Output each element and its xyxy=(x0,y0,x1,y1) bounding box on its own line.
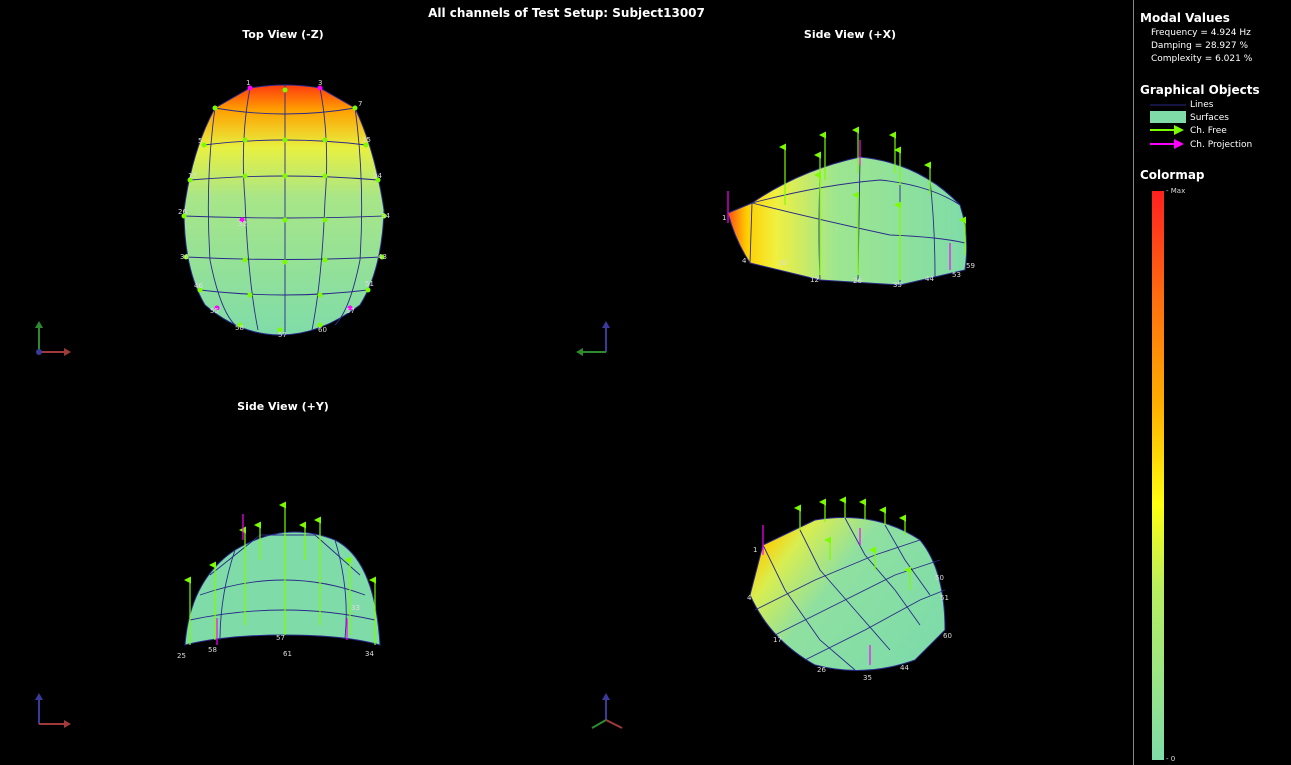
svg-text:53: 53 xyxy=(952,271,961,279)
side-x-view-title: Side View (+X) xyxy=(803,28,897,41)
svg-text:17: 17 xyxy=(188,172,197,180)
svg-text:1: 1 xyxy=(722,214,726,222)
graphical-objects-heading: Graphical Objects xyxy=(1140,83,1260,97)
svg-text:26: 26 xyxy=(817,666,826,674)
svg-text:44: 44 xyxy=(900,664,909,672)
svg-text:33: 33 xyxy=(351,604,360,612)
svg-text:4: 4 xyxy=(742,257,747,265)
arrow-free-icon xyxy=(1150,125,1184,135)
svg-text:55: 55 xyxy=(210,307,219,315)
svg-text:60: 60 xyxy=(943,632,952,640)
svg-text:26: 26 xyxy=(853,277,862,285)
main-title: All channels of Test Setup: Subject13007 xyxy=(428,6,705,20)
svg-text:4: 4 xyxy=(747,594,752,602)
svg-text:7: 7 xyxy=(358,100,362,108)
colormap-bar xyxy=(1152,191,1164,760)
svg-text:58: 58 xyxy=(208,646,217,654)
svg-text:35: 35 xyxy=(893,281,902,289)
svg-text:36: 36 xyxy=(180,253,189,261)
colormap-heading: Colormap xyxy=(1140,168,1205,182)
svg-text:50: 50 xyxy=(935,574,944,582)
arrow-projection-icon xyxy=(1150,139,1184,149)
iso-view-model[interactable]: 1 4 17 26 35 44 60 51 50 xyxy=(745,496,960,685)
svg-text:60: 60 xyxy=(318,326,327,334)
svg-text:35: 35 xyxy=(863,674,872,682)
svg-text:15: 15 xyxy=(362,136,371,144)
modal-values-heading: Modal Values xyxy=(1140,11,1230,25)
axis-triad-icon xyxy=(35,321,71,356)
svg-text:59: 59 xyxy=(966,262,975,270)
legend-surfaces: Surfaces xyxy=(1190,113,1229,123)
svg-text:1: 1 xyxy=(246,79,250,87)
svg-text:57: 57 xyxy=(278,331,287,339)
svg-text:10: 10 xyxy=(778,259,787,267)
svg-text:3: 3 xyxy=(318,79,322,87)
svg-text:5: 5 xyxy=(198,137,202,145)
legend-ch-projection: Ch. Projection xyxy=(1190,140,1253,150)
svg-text:12: 12 xyxy=(810,276,819,284)
colormap-max-label: - Max xyxy=(1166,187,1186,195)
svg-text:57: 57 xyxy=(276,634,285,642)
svg-text:34: 34 xyxy=(381,212,390,220)
svg-text:26: 26 xyxy=(178,208,187,216)
side-x-view-model[interactable]: 1 4 10 12 26 35 44 53 59 xyxy=(720,125,990,290)
svg-text:51: 51 xyxy=(365,280,374,288)
svg-text:58: 58 xyxy=(235,324,244,332)
frequency-value: Frequency = 4.924 Hz xyxy=(1151,28,1251,38)
top-view-model[interactable]: 1 3 7 5 15 17 24 26 34 32 36 43 46 51 55 58 57 60 57 xyxy=(170,79,410,340)
side-y-view-model[interactable]: 25 58 57 61 34 33 xyxy=(175,500,395,665)
svg-text:57: 57 xyxy=(346,307,355,315)
axis-triad-icon xyxy=(591,693,623,729)
svg-text:25: 25 xyxy=(177,652,186,660)
legend-panel: Modal Values Frequency = 4.924 Hz Dampin… xyxy=(1133,0,1291,765)
complexity-value: Complexity = 6.021 % xyxy=(1151,54,1253,64)
svg-text:24: 24 xyxy=(373,172,382,180)
lines-swatch-icon xyxy=(1150,104,1186,106)
svg-text:44: 44 xyxy=(925,275,934,283)
damping-value: Damping = 28.927 % xyxy=(1151,41,1249,51)
colormap-min-label: - 0 xyxy=(1166,755,1176,763)
svg-text:34: 34 xyxy=(365,650,374,658)
svg-text:1: 1 xyxy=(753,546,757,554)
legend-lines: Lines xyxy=(1190,100,1214,110)
svg-text:17: 17 xyxy=(773,636,782,644)
axis-triad-icon xyxy=(35,693,71,728)
legend-ch-free: Ch. Free xyxy=(1190,126,1227,136)
svg-text:51: 51 xyxy=(940,594,949,602)
axis-triad-icon xyxy=(576,321,610,356)
svg-text:46: 46 xyxy=(194,282,203,290)
svg-text:43: 43 xyxy=(378,253,387,261)
svg-text:32: 32 xyxy=(238,220,247,228)
svg-text:61: 61 xyxy=(283,650,292,658)
top-view-title: Top View (-Z) xyxy=(242,28,324,41)
side-y-view-title: Side View (+Y) xyxy=(237,400,329,413)
surfaces-swatch-icon xyxy=(1150,111,1186,123)
